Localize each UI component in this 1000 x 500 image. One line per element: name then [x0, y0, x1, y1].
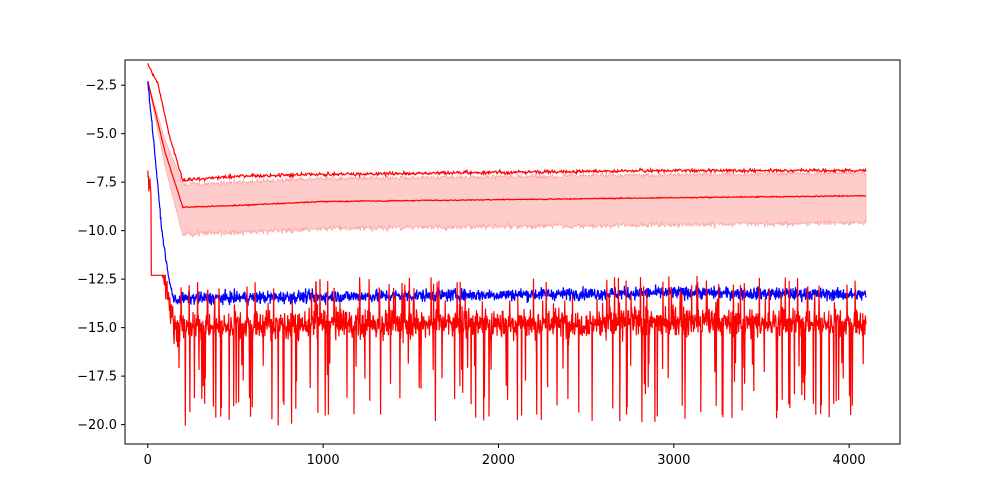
red-mean-line: [147, 80, 867, 209]
blue-series-line: [147, 81, 867, 307]
plot-area-background: [125, 60, 900, 444]
x-axis: 0 1000 2000 3000 4000: [144, 444, 866, 468]
x-tick-label: 2000: [482, 453, 515, 468]
y-tick-label: −5.0: [85, 127, 117, 142]
y-tick-label: −2.5: [85, 79, 117, 94]
x-tick-label: 0: [144, 453, 152, 468]
series-layer: [147, 63, 867, 426]
y-tick-label: −12.5: [77, 273, 117, 288]
y-tick-label: −20.0: [77, 418, 117, 433]
x-tick-label: 1000: [307, 453, 340, 468]
red-spiky-series-line: [147, 170, 867, 426]
y-tick-label: −15.0: [77, 321, 117, 336]
y-tick-label: −7.5: [85, 176, 117, 191]
x-tick-label: 3000: [657, 453, 690, 468]
y-tick-label: −17.5: [77, 370, 117, 385]
x-tick-label: 4000: [833, 453, 866, 468]
y-tick-label: −10.0: [77, 224, 117, 239]
plot-frame: [124, 59, 901, 445]
red-upper-line: [147, 63, 867, 183]
y-axis: −2.5 −5.0 −7.5 −10.0 −12.5 −15.0 −17.5 −20.0: [77, 79, 125, 433]
